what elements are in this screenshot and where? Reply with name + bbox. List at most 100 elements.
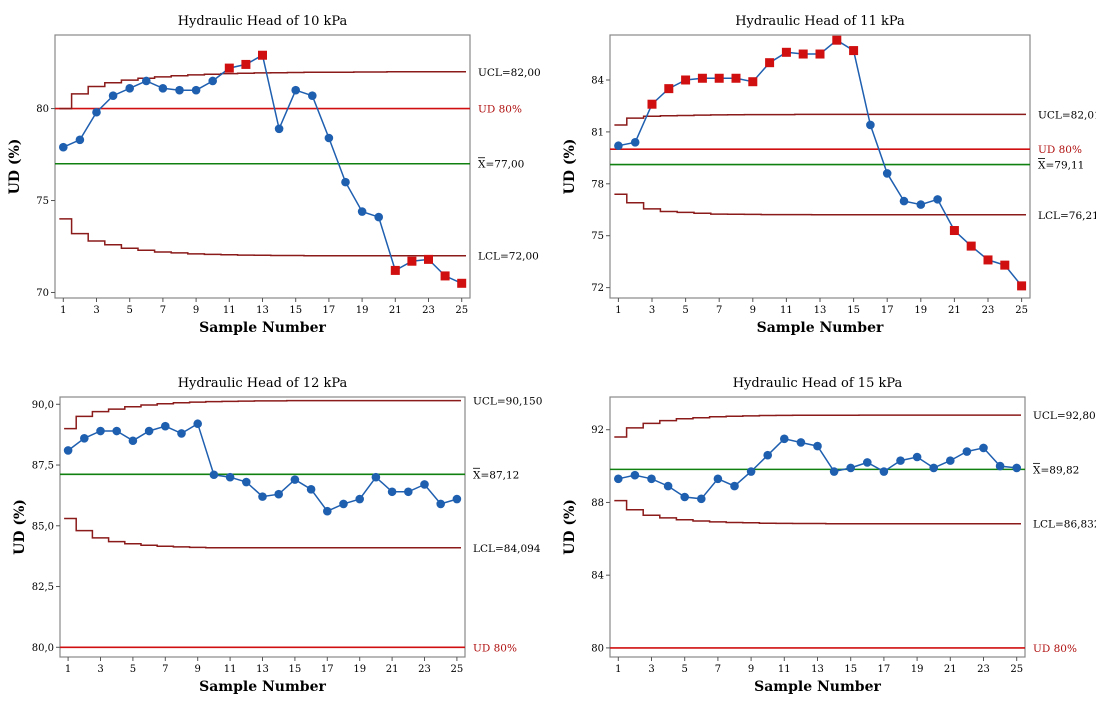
x-tick-label: 13 [256, 305, 269, 316]
data-point-out-of-control [258, 50, 267, 60]
x-tick-label: 17 [323, 305, 336, 316]
x-tick-label: 25 [1010, 664, 1023, 675]
x-tick-label: 21 [386, 664, 399, 675]
y-tick-label: 80 [591, 643, 604, 654]
data-point [420, 480, 429, 489]
x-tick-label: 3 [649, 305, 655, 316]
x-tick-label: 5 [127, 305, 133, 316]
center-line-label: X=87,12 [473, 469, 519, 481]
y-tick-label: 72 [591, 283, 604, 294]
data-point-out-of-control [390, 265, 400, 275]
data-point [780, 434, 789, 444]
lcl-label: LCL=86,832 [1033, 519, 1096, 531]
x-tick-label: 3 [648, 664, 654, 675]
y-tick-label: 92 [591, 425, 604, 436]
data-point [357, 207, 367, 216]
data-point-out-of-control [949, 226, 959, 236]
data-point [995, 461, 1005, 471]
x-axis-label: Sample Number [754, 679, 881, 695]
data-point [339, 499, 348, 509]
x-tick-label: 15 [844, 664, 857, 675]
data-point [291, 85, 301, 95]
ucl-line [59, 71, 466, 110]
plot-frame [609, 396, 1026, 658]
y-tick-label: 70 [36, 288, 49, 299]
data-point [813, 441, 822, 451]
data-point [796, 438, 806, 447]
data-point [630, 137, 640, 147]
chart-panel-3: Hydraulic Head of 12 kPa 80,0 82,5 85,0 87,5… [12, 376, 542, 695]
data-point [912, 452, 922, 462]
data-point [899, 196, 909, 206]
data-point [208, 76, 217, 86]
y-tick-label: 75 [591, 231, 604, 242]
y-tick-label: 82,5 [32, 582, 54, 593]
x-tick-label: 25 [1015, 305, 1028, 316]
y-tick-label: 84 [591, 571, 604, 582]
data-point [177, 429, 186, 438]
data-point [144, 426, 154, 436]
data-point [158, 84, 168, 93]
data-point [80, 434, 89, 443]
x-tick-label: 5 [682, 664, 688, 675]
ucl-label: UCL=90,150 [473, 396, 542, 408]
ucl-label: UCL=92,804 [1033, 410, 1096, 422]
x-tick-label: 9 [748, 664, 754, 675]
x-axis-label: Sample Number [757, 320, 884, 336]
x-tick-label: 1 [65, 664, 71, 675]
data-point [829, 467, 839, 476]
x-tick-label: 21 [948, 305, 961, 316]
x-tick-label: 3 [97, 664, 103, 675]
data-point-out-of-control [798, 49, 808, 59]
y-axis-label: UD (%) [12, 499, 28, 555]
x-tick-label: 13 [814, 305, 827, 316]
x-tick-label: 11 [780, 305, 793, 316]
y-tick-label: 90,0 [32, 400, 54, 411]
data-point [452, 494, 462, 504]
data-point [680, 492, 689, 502]
data-point [323, 506, 332, 516]
data-point [663, 481, 673, 491]
data-point [242, 477, 251, 487]
data-point [647, 474, 656, 484]
data-point-out-of-control [241, 59, 251, 69]
data-point [142, 76, 151, 86]
x-tick-label: 25 [455, 305, 468, 316]
x-tick-label: 11 [224, 664, 237, 675]
y-tick-label: 80,0 [32, 643, 54, 654]
x-tick-label: 5 [130, 664, 136, 675]
x-axis-label: Sample Number [199, 320, 326, 336]
data-point [614, 141, 623, 151]
data-point-out-of-control [748, 77, 758, 87]
x-tick-label: 7 [715, 664, 721, 675]
x-tick-label: 23 [982, 305, 995, 316]
data-point [404, 487, 413, 497]
x-tick-label: 19 [353, 664, 366, 675]
x-tick-label: 11 [778, 664, 791, 675]
data-point [308, 91, 317, 100]
data-point [929, 463, 938, 473]
data-point [193, 419, 202, 429]
data-point-out-of-control [440, 271, 450, 281]
x-tick-label: 5 [682, 305, 688, 316]
data-point [863, 458, 872, 467]
lcl-line [59, 218, 466, 257]
x-tick-label: 17 [878, 664, 891, 675]
data-point-out-of-control [983, 255, 993, 265]
data-point-out-of-control [731, 73, 741, 83]
x-tick-label: 7 [160, 305, 166, 316]
lcl-line [614, 193, 1026, 216]
data-point [879, 467, 889, 476]
data-point [614, 474, 623, 484]
data-point [962, 447, 972, 456]
y-tick-label: 88 [591, 498, 604, 509]
data-point-out-of-control [966, 241, 976, 251]
data-point [697, 494, 706, 504]
data-point-out-of-control [664, 84, 674, 94]
x-axis-label: Sample Number [199, 679, 326, 695]
data-point [946, 456, 955, 465]
data-point [730, 481, 739, 491]
data-point-out-of-control [849, 46, 859, 56]
x-tick-label: 19 [911, 664, 924, 675]
